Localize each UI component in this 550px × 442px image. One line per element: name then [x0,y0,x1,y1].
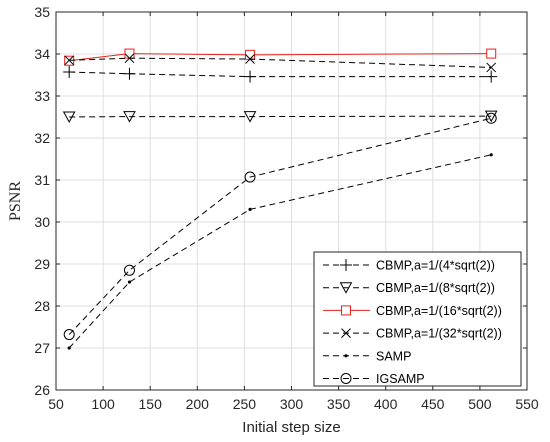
x-tick-label: 50 [48,396,64,412]
series-line [69,57,492,68]
x-tick-label: 100 [91,396,115,412]
data-point [123,264,135,276]
legend-label: CBMP,a=1/(4*sqrt(2)) [376,259,495,273]
y-tick-label: 34 [34,46,50,62]
data-point [127,280,132,284]
data-point [62,111,76,124]
data-point [248,207,252,211]
data-point [123,67,136,80]
x-axis-title: Initial step size [242,419,340,436]
series-3 [64,48,497,66]
legend-label: CBMP,a=1/(8*sqrt(2)) [376,281,495,295]
data-point [245,49,256,60]
x-tick-label: 550 [515,396,539,412]
y-tick-label: 29 [34,256,50,272]
legend-entry: CBMP,a=1/(8*sqrt(2)) [323,281,495,295]
y-tick-label: 30 [34,214,50,230]
x-tick-label: 250 [233,396,257,412]
data-point [124,53,135,64]
data-point [485,112,497,124]
legend-box [313,251,522,387]
data-point [67,346,71,350]
data-point [243,111,257,123]
axis-ticks: 50 100 150 200 250 300 350 400 450 500 550 26 27 28 29… [34,4,538,412]
series-6 [63,112,497,341]
legend-marker [341,305,351,316]
legend-label: SAMP [376,349,411,363]
legend-entry: IGSAMP [323,372,425,386]
series-5 [67,153,493,350]
y-tick-label: 26 [34,382,50,398]
y-tick-label: 35 [34,4,50,20]
y-axis-title: PSNR [7,181,24,221]
data-point [486,48,497,59]
series-2 [62,110,498,124]
y-tick-label: 31 [34,172,50,188]
data-point [489,153,493,157]
series-line [69,71,492,78]
data-point [484,110,498,123]
legend-marker [340,259,352,271]
data-point [63,329,75,341]
x-tick-label: 200 [186,396,210,412]
data-point [245,54,255,64]
legend-label: CBMP,a=1/(16*sqrt(2)) [376,304,502,318]
series-line [68,117,492,335]
series-4 [64,53,497,73]
legend-entry: SAMP [323,349,411,363]
series-line [68,154,492,349]
legend-entry: CBMP,a=1/(4*sqrt(2)) [323,259,495,273]
plot-series [62,48,498,350]
data-point [486,62,497,73]
legend-marker [340,373,352,384]
data-point [124,48,135,59]
x-tick-label: 450 [421,396,445,412]
legend-entry: CBMP,a=1/(32*sqrt(2)) [323,327,502,341]
legend-marker [341,328,351,338]
x-tick-label: 500 [468,396,492,412]
legend-marker [339,282,353,294]
data-point [244,70,257,83]
series-line [69,115,492,118]
y-tick-label: 32 [34,130,50,146]
x-tick-label: 400 [374,396,398,412]
data-point [63,66,76,79]
legend-label: IGSAMP [376,372,425,386]
x-tick-label: 150 [139,396,163,412]
y-tick-label: 33 [34,88,50,104]
data-point [123,111,136,123]
data-point [64,55,75,66]
legend: CBMP,a=1/(4*sqrt(2)) CBMP,a=1/(8*sqrt(2))… [313,251,522,387]
y-tick-label: 27 [34,340,50,356]
series-line [69,53,492,62]
data-point [244,171,256,183]
series-1 [63,66,498,83]
legend-label: CBMP,a=1/(32*sqrt(2)) [376,327,502,341]
x-tick-label: 350 [327,396,351,412]
data-point [485,70,498,83]
y-tick-label: 28 [34,298,50,314]
legend-entry: CBMP,a=1/(16*sqrt(2)) [323,304,502,318]
x-tick-label: 300 [280,396,304,412]
legend-marker [344,354,348,358]
